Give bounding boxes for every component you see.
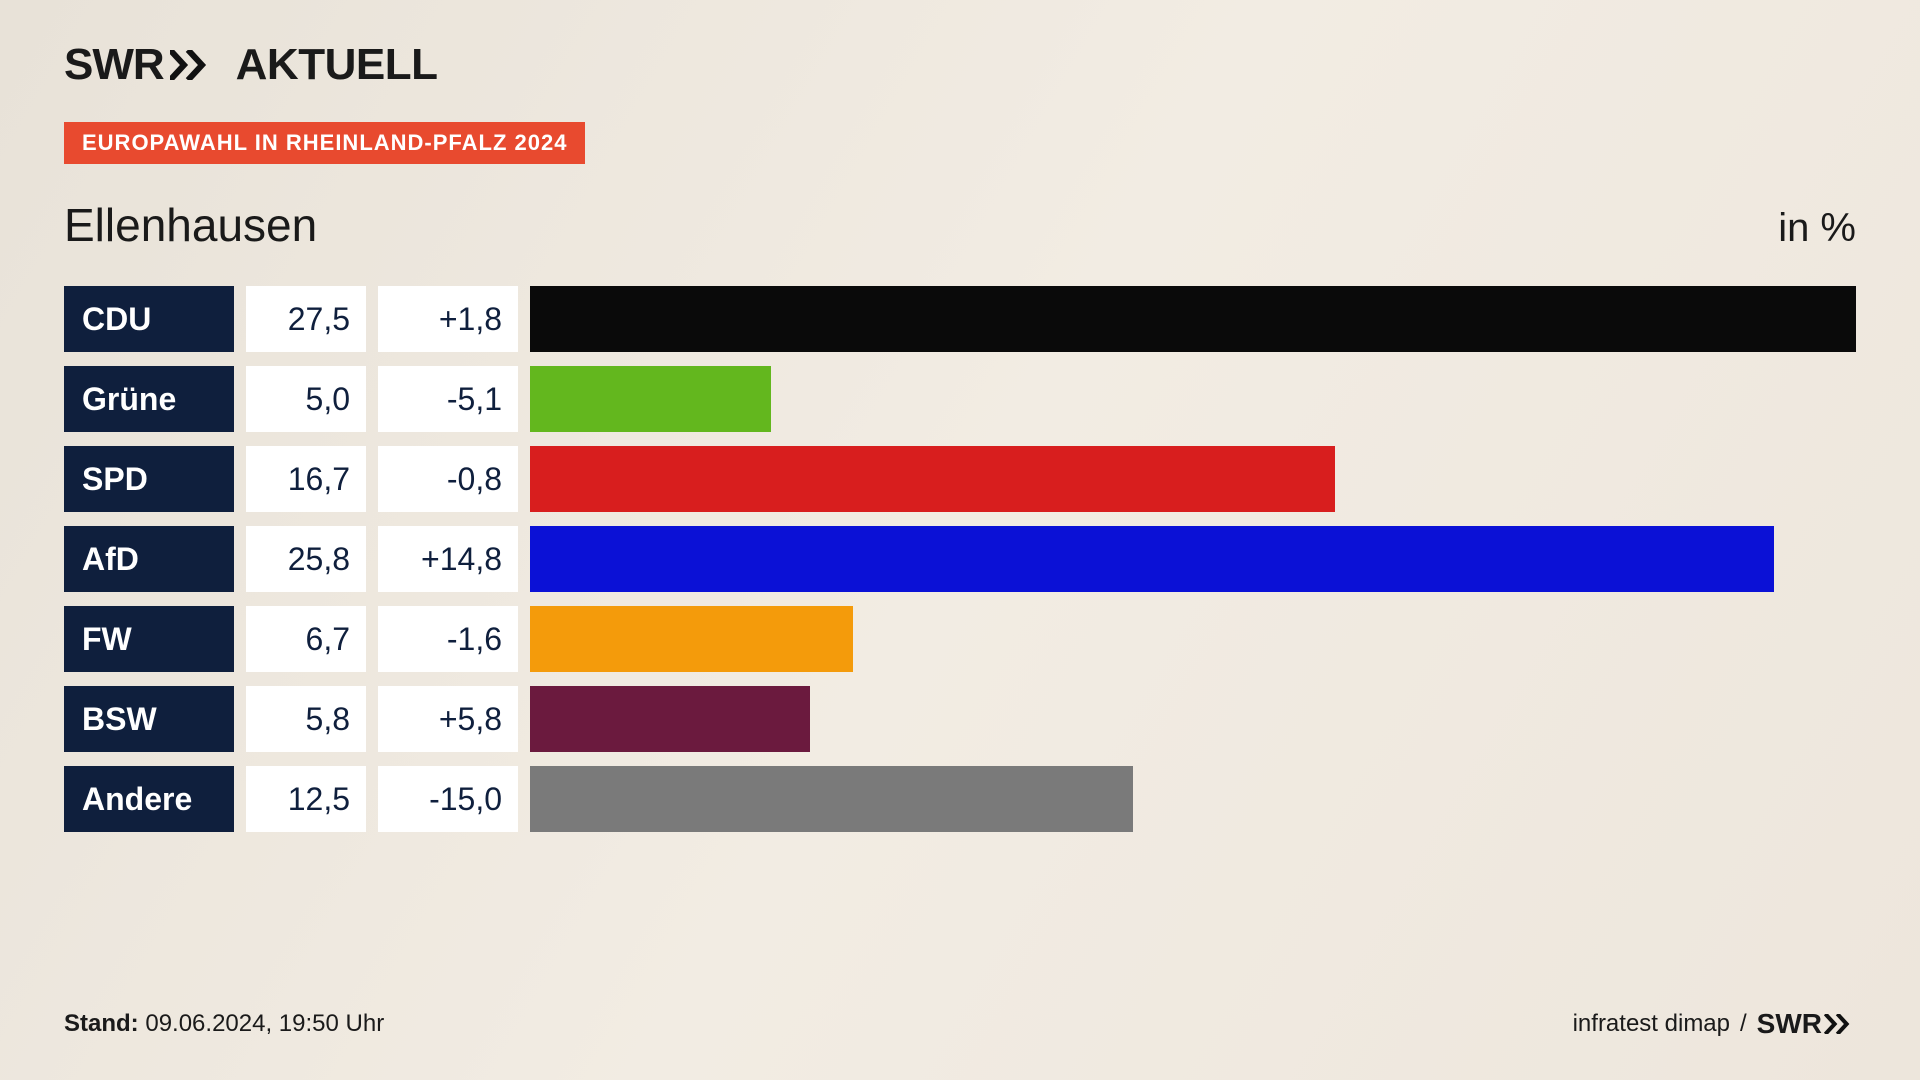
party-delta: +5,8 xyxy=(378,686,518,752)
party-name: FW xyxy=(64,606,234,672)
chart-row: Grüne5,0-5,1 xyxy=(64,366,1856,432)
swr-footer-text: SWR xyxy=(1757,1008,1822,1040)
bar-area xyxy=(530,526,1856,592)
party-value: 16,7 xyxy=(246,446,366,512)
party-name: BSW xyxy=(64,686,234,752)
stand-value: 09.06.2024, 19:50 Uhr xyxy=(145,1010,384,1037)
bar xyxy=(530,286,1856,352)
party-name: Grüne xyxy=(64,366,234,432)
party-delta: -0,8 xyxy=(378,446,518,512)
party-delta: -5,1 xyxy=(378,366,518,432)
bar xyxy=(530,526,1774,592)
party-value: 5,8 xyxy=(246,686,366,752)
credit-text: infratest dimap xyxy=(1573,1010,1730,1038)
party-delta: +1,8 xyxy=(378,286,518,352)
party-value: 12,5 xyxy=(246,766,366,832)
party-delta: +14,8 xyxy=(378,526,518,592)
party-value: 6,7 xyxy=(246,606,366,672)
swr-text: SWR xyxy=(64,40,164,90)
bar-area xyxy=(530,686,1856,752)
election-badge: EUROPAWAHL IN RHEINLAND-PFALZ 2024 xyxy=(64,122,585,164)
chart-title: Ellenhausen xyxy=(64,198,317,252)
chart-rows: CDU27,5+1,8 Grüne5,0-5,1 SPD16,7-0,8 AfD25,… xyxy=(64,286,1856,832)
chart-row: AfD25,8+14,8 xyxy=(64,526,1856,592)
chart-row: BSW5,8+5,8 xyxy=(64,686,1856,752)
footer: Stand: 09.06.2024, 19:50 Uhr infratest d… xyxy=(64,1008,1856,1040)
chevrons-icon xyxy=(170,50,214,80)
party-name: AfD xyxy=(64,526,234,592)
party-value: 27,5 xyxy=(246,286,366,352)
party-delta: -1,6 xyxy=(378,606,518,672)
aktuell-text: AKTUELL xyxy=(236,40,438,90)
chart-row: CDU27,5+1,8 xyxy=(64,286,1856,352)
bar-area xyxy=(530,606,1856,672)
swr-logo: SWR xyxy=(64,40,220,90)
stand-label: Stand: xyxy=(64,1010,139,1037)
credit-sep: / xyxy=(1740,1010,1747,1038)
bar xyxy=(530,446,1335,512)
brand-header: SWR AKTUELL xyxy=(64,40,1856,90)
bar-area xyxy=(530,286,1856,352)
bar xyxy=(530,606,853,672)
chart-row: SPD16,7-0,8 xyxy=(64,446,1856,512)
unit-label: in % xyxy=(1778,206,1856,251)
bar xyxy=(530,686,810,752)
bar xyxy=(530,366,771,432)
party-delta: -15,0 xyxy=(378,766,518,832)
party-name: Andere xyxy=(64,766,234,832)
swr-footer-logo: SWR xyxy=(1757,1008,1856,1040)
bar-area xyxy=(530,366,1856,432)
chart-row: Andere12,5-15,0 xyxy=(64,766,1856,832)
bar xyxy=(530,766,1133,832)
party-value: 25,8 xyxy=(246,526,366,592)
bar-area xyxy=(530,766,1856,832)
bar-area xyxy=(530,446,1856,512)
party-name: CDU xyxy=(64,286,234,352)
party-name: SPD xyxy=(64,446,234,512)
party-value: 5,0 xyxy=(246,366,366,432)
chart-row: FW6,7-1,6 xyxy=(64,606,1856,672)
